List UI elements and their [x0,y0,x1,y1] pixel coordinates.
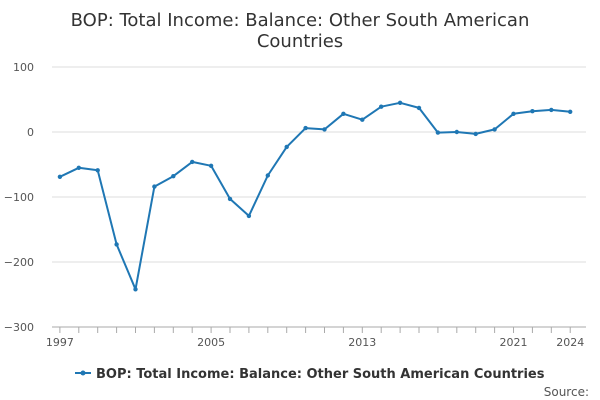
data-point [114,242,119,247]
legend-label: BOP: Total Income: Balance: Other South … [96,367,545,382]
data-point [473,131,478,137]
y-tick-label: −300 [4,321,34,334]
series-line [59,101,571,291]
data-point [568,109,573,115]
data-point [397,100,403,106]
data-point [379,104,384,109]
data-point [511,111,516,117]
data-point [171,174,176,179]
x-tick-label: 2013 [348,336,376,349]
data-point [95,168,100,173]
chart-title-line-1: BOP: Total Income: Balance: Other South … [71,10,530,31]
data-point [284,144,289,150]
x-tick-label: 2024 [556,336,584,349]
data-point [492,127,497,132]
y-tick-label: −100 [4,191,34,204]
data-point [208,163,214,168]
data-point [133,287,138,292]
data-point [57,174,63,179]
data-point [454,129,459,135]
y-tick-label: −200 [4,256,34,269]
y-tick-label: 100 [13,61,34,74]
data-point [341,111,346,117]
data-point [190,159,195,165]
y-tick-label: 0 [27,126,34,139]
chart-title-line-2: Countries [257,31,343,52]
data-point [152,184,157,189]
x-tick-label: 2005 [197,336,225,349]
data-point [549,107,554,113]
x-tick-label: 1997 [46,336,74,349]
data-point [265,173,270,178]
data-point [246,213,252,219]
data-point [435,130,441,135]
legend-marker [80,370,86,376]
data-point [227,196,233,202]
data-point [530,109,535,114]
legend: BOP: Total Income: Balance: Other South … [75,367,545,382]
data-point [416,105,422,111]
x-axis: 1997 2005 2013 2021 2024 [46,326,586,349]
data-point [360,117,365,122]
plot-area [57,100,573,292]
y-axis: 100 0 −100 −200 −300 [4,61,34,334]
source-label: Source: [544,385,589,399]
data-point [322,127,327,132]
x-tick-label: 2021 [500,336,528,349]
data-point [76,165,82,170]
data-point [303,125,308,131]
grid-lines [52,66,586,328]
